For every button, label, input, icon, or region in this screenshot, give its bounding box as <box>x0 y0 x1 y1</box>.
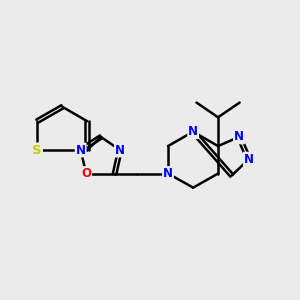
Text: S: S <box>32 143 42 157</box>
Text: N: N <box>244 153 254 166</box>
Text: N: N <box>163 167 173 180</box>
Text: N: N <box>115 143 125 157</box>
Text: N: N <box>234 130 244 143</box>
Text: N: N <box>188 125 198 138</box>
Text: O: O <box>81 167 91 180</box>
Text: N: N <box>76 143 85 157</box>
